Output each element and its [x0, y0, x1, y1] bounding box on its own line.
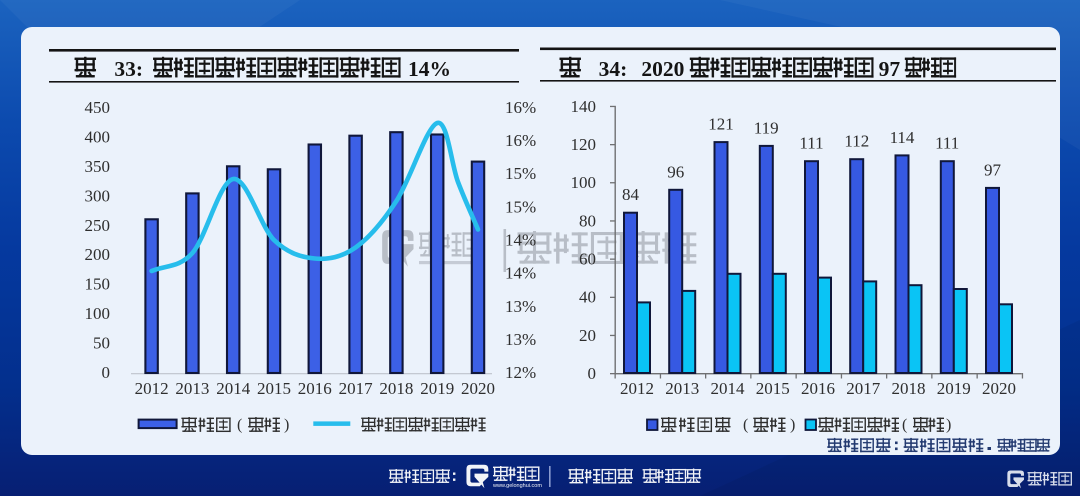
svg-text:13%: 13% — [505, 297, 536, 316]
svg-text:15%: 15% — [505, 164, 536, 183]
svg-text:100: 100 — [85, 304, 111, 323]
svg-text:2019: 2019 — [420, 379, 454, 398]
svg-text:200: 200 — [85, 245, 111, 264]
svg-text:2014: 2014 — [711, 379, 746, 398]
svg-text:16%: 16% — [505, 98, 536, 117]
svg-text:16%: 16% — [505, 131, 536, 150]
svg-text:(: ( — [902, 417, 907, 434]
svg-text:14%: 14% — [408, 57, 451, 81]
svg-text:97: 97 — [984, 160, 1002, 179]
svg-text:40: 40 — [579, 288, 596, 307]
svg-text:0: 0 — [588, 364, 597, 383]
svg-text:(: ( — [743, 417, 748, 434]
svg-text:2013: 2013 — [175, 379, 209, 398]
svg-text:2016: 2016 — [298, 379, 332, 398]
svg-text:2012: 2012 — [620, 379, 654, 398]
svg-text:2014: 2014 — [216, 379, 251, 398]
svg-text:2012: 2012 — [135, 379, 169, 398]
svg-text:120: 120 — [571, 135, 597, 154]
svg-text:450: 450 — [85, 98, 111, 117]
svg-text:34:: 34: — [599, 57, 628, 81]
svg-text:250: 250 — [85, 216, 111, 235]
svg-text:50: 50 — [93, 334, 110, 353]
svg-text:80: 80 — [579, 211, 596, 230]
svg-text:400: 400 — [85, 127, 111, 146]
svg-text:111: 111 — [935, 134, 959, 153]
svg-text:300: 300 — [85, 186, 111, 205]
svg-text:84: 84 — [622, 185, 640, 204]
svg-text:2018: 2018 — [892, 379, 926, 398]
svg-text:112: 112 — [844, 132, 869, 151]
svg-text:150: 150 — [85, 275, 111, 294]
svg-text:119: 119 — [754, 118, 779, 137]
svg-text:13%: 13% — [505, 330, 536, 349]
svg-text:121: 121 — [708, 115, 734, 134]
svg-text:140: 140 — [571, 97, 597, 116]
svg-text:2016: 2016 — [801, 379, 835, 398]
svg-text:0: 0 — [102, 363, 111, 382]
svg-text:): ) — [284, 417, 289, 434]
svg-text:): ) — [790, 417, 795, 434]
svg-text:350: 350 — [85, 157, 111, 176]
svg-text:15%: 15% — [505, 197, 536, 216]
svg-text:33:: 33: — [114, 57, 143, 81]
svg-text:2018: 2018 — [379, 379, 413, 398]
svg-text:14%: 14% — [505, 231, 536, 250]
svg-text:12%: 12% — [505, 363, 536, 382]
svg-text:111: 111 — [799, 134, 823, 153]
svg-text:2019: 2019 — [937, 379, 971, 398]
svg-text:2020: 2020 — [982, 379, 1016, 398]
svg-text:www.gelonghui.com: www.gelonghui.com — [492, 483, 542, 489]
svg-text:14%: 14% — [505, 264, 536, 283]
svg-text:97: 97 — [879, 57, 901, 81]
svg-text:(: ( — [237, 417, 242, 434]
svg-text:96: 96 — [667, 162, 684, 181]
svg-text:2015: 2015 — [756, 379, 790, 398]
svg-text:2017: 2017 — [846, 379, 881, 398]
svg-text:2020: 2020 — [641, 57, 684, 81]
svg-text:2015: 2015 — [257, 379, 291, 398]
svg-text:): ) — [946, 417, 951, 434]
svg-text:114: 114 — [890, 128, 915, 147]
svg-text:2017: 2017 — [339, 379, 374, 398]
svg-text:100: 100 — [571, 173, 597, 192]
svg-text:2020: 2020 — [461, 379, 495, 398]
svg-text:20: 20 — [579, 326, 596, 345]
svg-text:60: 60 — [579, 250, 596, 269]
svg-text:2013: 2013 — [665, 379, 699, 398]
